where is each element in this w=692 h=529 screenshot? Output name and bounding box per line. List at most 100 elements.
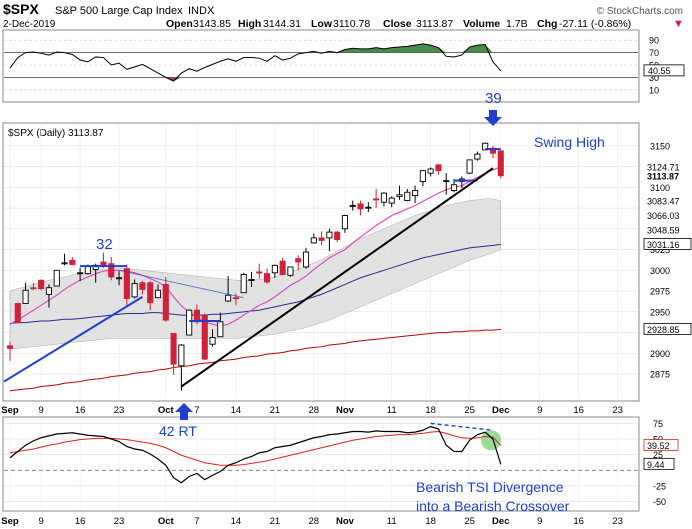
candle-up bbox=[396, 194, 403, 197]
open-value: 3143.85 bbox=[193, 18, 231, 30]
candle-up bbox=[450, 184, 458, 192]
sma-short-line bbox=[9, 166, 501, 327]
envelope-band bbox=[9, 198, 502, 350]
chart-date: 2-Dec-2019 bbox=[3, 19, 56, 30]
tsi-x-label: 25 bbox=[464, 516, 475, 527]
volume-label: Volume bbox=[463, 18, 500, 30]
tsi-x-label: 16 bbox=[573, 516, 584, 527]
divergence-line bbox=[430, 422, 494, 431]
candle-up bbox=[77, 272, 84, 275]
candle-up bbox=[154, 289, 162, 299]
price-value-label: 2928.85 bbox=[647, 325, 680, 335]
low-value: 3110.78 bbox=[333, 18, 370, 30]
candle-up bbox=[443, 180, 450, 183]
candle-down bbox=[139, 282, 146, 290]
candle-up bbox=[474, 153, 481, 160]
price-x-label: 16 bbox=[75, 405, 86, 416]
price-x-label: Nov bbox=[336, 405, 355, 416]
tsi-annotation-line2: into a Bearish Crossover bbox=[416, 498, 570, 514]
candle-down bbox=[69, 259, 76, 265]
tsi-x-label: 28 bbox=[309, 516, 320, 527]
price-x-label: 9 bbox=[537, 405, 542, 416]
tsi-panel bbox=[2, 416, 640, 512]
open-label: Open bbox=[166, 18, 193, 30]
price-x-label: 18 bbox=[425, 405, 436, 416]
tsi-x-label: 21 bbox=[270, 516, 281, 527]
tsi-x-label: 9 bbox=[537, 516, 542, 527]
candle-up bbox=[380, 192, 387, 203]
low-label: Low bbox=[311, 18, 333, 30]
price-x-label: 28 bbox=[309, 405, 320, 416]
candle-down bbox=[357, 203, 364, 210]
candle-up bbox=[349, 205, 356, 207]
candle-up bbox=[53, 269, 60, 287]
tsi-layer: 755025-25-5039.529.44Sep91623Oct7142128N… bbox=[1, 419, 679, 527]
price-layer: $SPX (Daily) 3113.87 2875 2900 2950 2975 3000… bbox=[1, 125, 692, 416]
candle-down bbox=[295, 258, 302, 263]
candle-up bbox=[116, 277, 123, 280]
candle-down bbox=[256, 271, 263, 274]
price-tick-label: 2950 bbox=[650, 307, 670, 317]
candle-down bbox=[279, 260, 286, 275]
candle-down bbox=[334, 231, 341, 241]
price-x-label: 11 bbox=[387, 405, 397, 416]
price-value-box bbox=[643, 322, 692, 335]
price-x-label: 23 bbox=[114, 405, 125, 416]
candle-up bbox=[419, 170, 426, 182]
price-x-label: Sep bbox=[1, 405, 19, 416]
candle-down bbox=[264, 273, 271, 283]
sep-trendline bbox=[3, 296, 143, 383]
candle-up bbox=[365, 206, 372, 209]
candle-down bbox=[201, 315, 208, 360]
tsi-x-label: 7 bbox=[194, 516, 199, 527]
chart-header: $SPX S&P 500 Large Cap Index INDX 2-Dec-… bbox=[3, 1, 684, 30]
price-x-label: 25 bbox=[464, 405, 475, 416]
candle-up bbox=[271, 264, 278, 274]
candle-up bbox=[248, 278, 255, 281]
price-x-label: 16 bbox=[573, 405, 584, 416]
tsi-x-label: 18 bbox=[425, 516, 436, 527]
candle-up bbox=[186, 309, 193, 336]
candle-down bbox=[318, 237, 325, 241]
crossover-highlight bbox=[480, 430, 501, 451]
tsi-x-label: Sep bbox=[1, 516, 19, 527]
candle-down bbox=[30, 287, 37, 290]
candle-down bbox=[38, 279, 45, 290]
high-label: High bbox=[238, 18, 261, 30]
price-tick-label: 2975 bbox=[650, 287, 670, 297]
tsi-level-label: 25 bbox=[653, 450, 663, 460]
price-tick-label: 3000 bbox=[650, 266, 670, 276]
tsi-line bbox=[9, 425, 502, 484]
sma-mid-line bbox=[9, 243, 501, 324]
price-x-label: 7 bbox=[194, 405, 199, 416]
rsi-layer: 907050301040.55 bbox=[4, 36, 685, 95]
rsi-last-value: 40.55 bbox=[648, 66, 671, 76]
sma-long-line bbox=[9, 328, 501, 392]
tsi-x-label: 9 bbox=[39, 516, 44, 527]
rsi-last-value-box bbox=[643, 64, 685, 77]
annotation-layer: 32 39 Swing High 42 RT Bearish TSI Divergenc… bbox=[3, 90, 605, 514]
candle-up bbox=[466, 159, 473, 174]
candle-down bbox=[232, 297, 239, 300]
tsi-x-label: 23 bbox=[114, 516, 125, 527]
tsi-x-label: Dec bbox=[492, 516, 509, 527]
price-value-label: 3083.47 bbox=[647, 196, 680, 206]
price-x-label: Dec bbox=[492, 405, 509, 416]
price-x-label: 21 bbox=[270, 405, 281, 416]
candle-up bbox=[341, 215, 349, 230]
rsi-overbought-fill bbox=[10, 43, 501, 53]
close-value: 3113.87 bbox=[416, 18, 453, 30]
price-value-box bbox=[643, 238, 692, 250]
price-tick-label: 3025 bbox=[650, 245, 670, 255]
price-value-label: 3124.71 bbox=[647, 162, 680, 172]
candle-down bbox=[497, 150, 504, 177]
candle-down bbox=[100, 261, 107, 266]
tsi-level-label: -25 bbox=[653, 481, 666, 491]
decline-line bbox=[118, 269, 244, 299]
price-tick-label: 3150 bbox=[650, 141, 670, 151]
label-39: 39 bbox=[485, 90, 502, 107]
candle-up bbox=[209, 337, 216, 345]
close-label: Close bbox=[383, 18, 412, 30]
price-tick-label: 2900 bbox=[650, 349, 670, 359]
tsi-signal-line bbox=[9, 430, 502, 466]
